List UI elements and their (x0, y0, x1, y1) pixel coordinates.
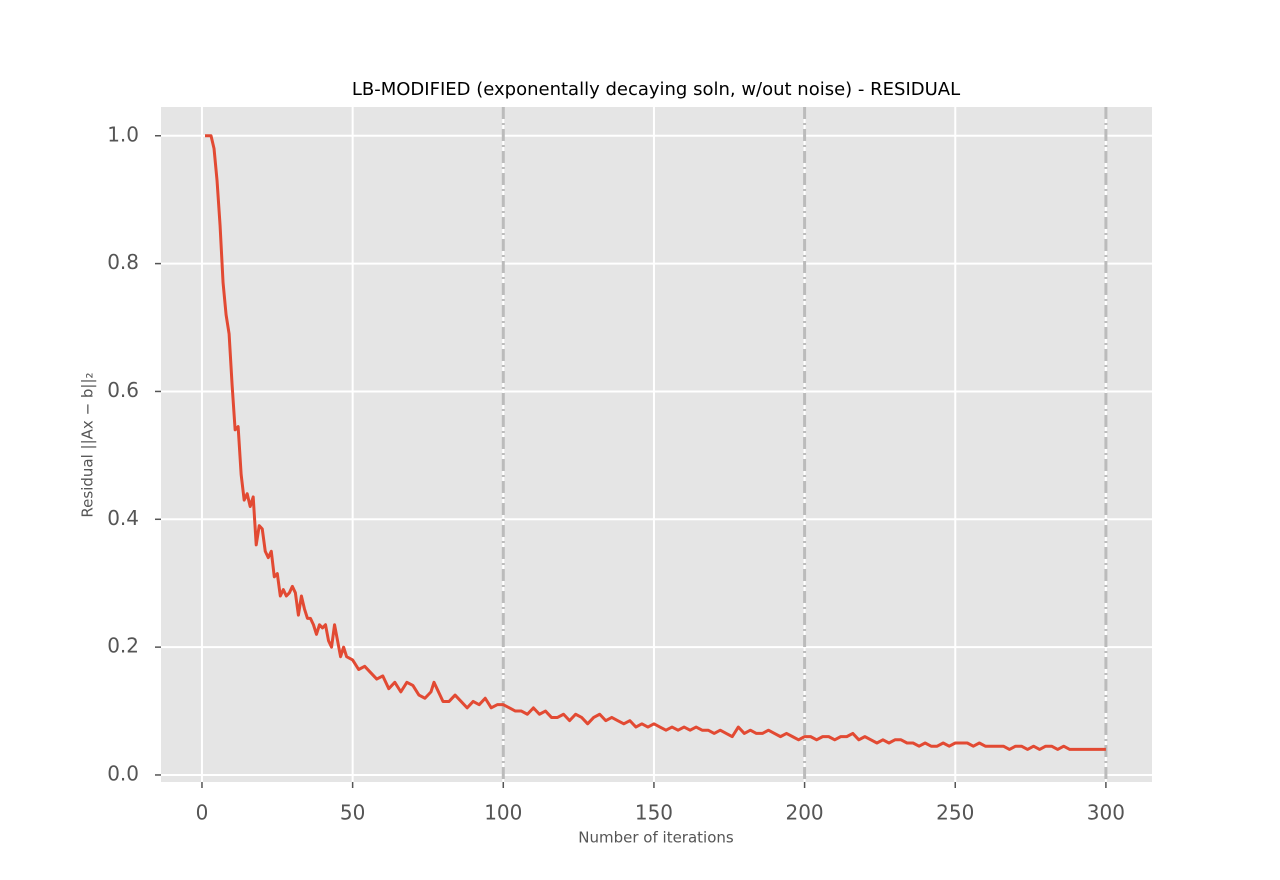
x-tick-label: 250 (936, 801, 974, 825)
data-line (204, 134, 1106, 751)
x-tick-label: 0 (196, 801, 209, 825)
y-axis-label: Residual ||Ax − b||₂ (79, 372, 97, 517)
chart-title: LB-MODIFIED (exponentally decaying soln,… (352, 79, 960, 100)
x-tick-label: 200 (785, 801, 823, 825)
x-tick-label: 150 (635, 801, 673, 825)
y-tick-label: 0.0 (107, 761, 139, 785)
x-tick-label: 100 (484, 801, 522, 825)
y-tick-label: 1.0 (107, 122, 139, 146)
x-tick-label: 300 (1087, 801, 1125, 825)
y-tick-label: 0.6 (107, 378, 139, 402)
x-tick-label: 50 (340, 801, 365, 825)
y-tick-label: 0.8 (107, 250, 139, 274)
plot-area (161, 107, 1152, 782)
x-axis-label: Number of iterations (578, 829, 734, 847)
y-tick-label: 0.4 (107, 506, 139, 530)
y-tick-label: 0.2 (107, 634, 139, 658)
